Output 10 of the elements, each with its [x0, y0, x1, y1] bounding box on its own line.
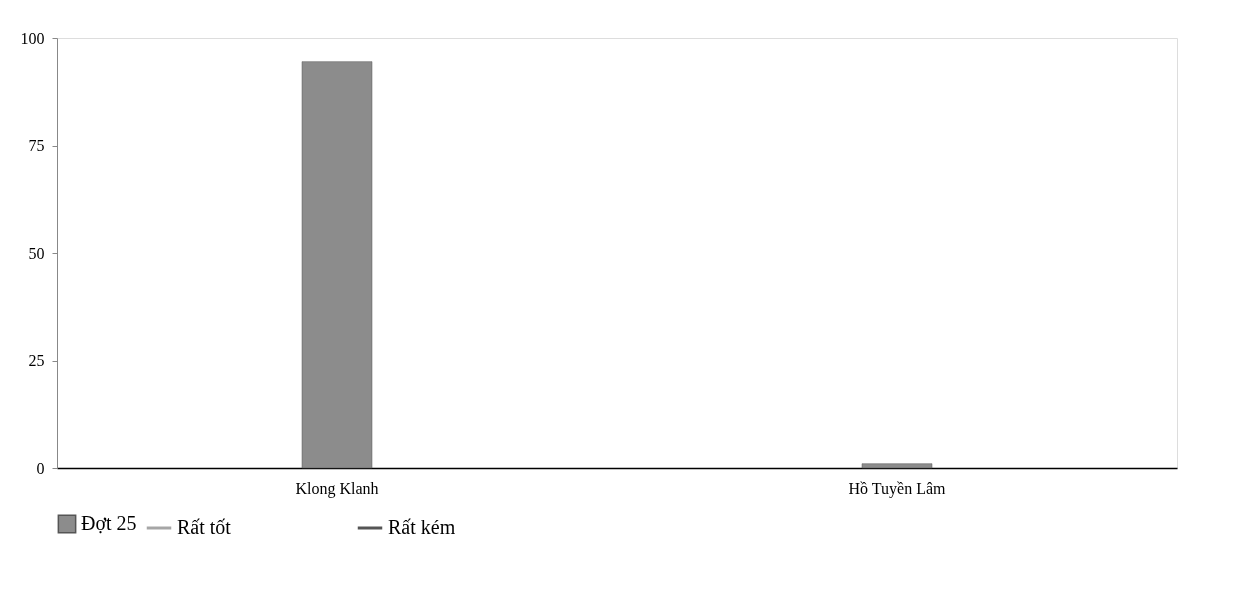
x-tick-label: Hồ Tuyền Lâm [848, 479, 946, 498]
legend-label: Đợt 25 [81, 512, 137, 534]
legend-label: Rất tốt [177, 516, 232, 538]
y-tick-label: 100 [20, 29, 45, 47]
y-tick-label: 75 [28, 137, 45, 154]
x-tick-label: Klong Klanh [295, 479, 379, 498]
y-tick-label: 0 [36, 459, 45, 477]
legend-label: Rất kém [388, 516, 456, 538]
y-tick-label: 50 [28, 244, 45, 262]
y-tick-label: 25 [28, 352, 45, 369]
